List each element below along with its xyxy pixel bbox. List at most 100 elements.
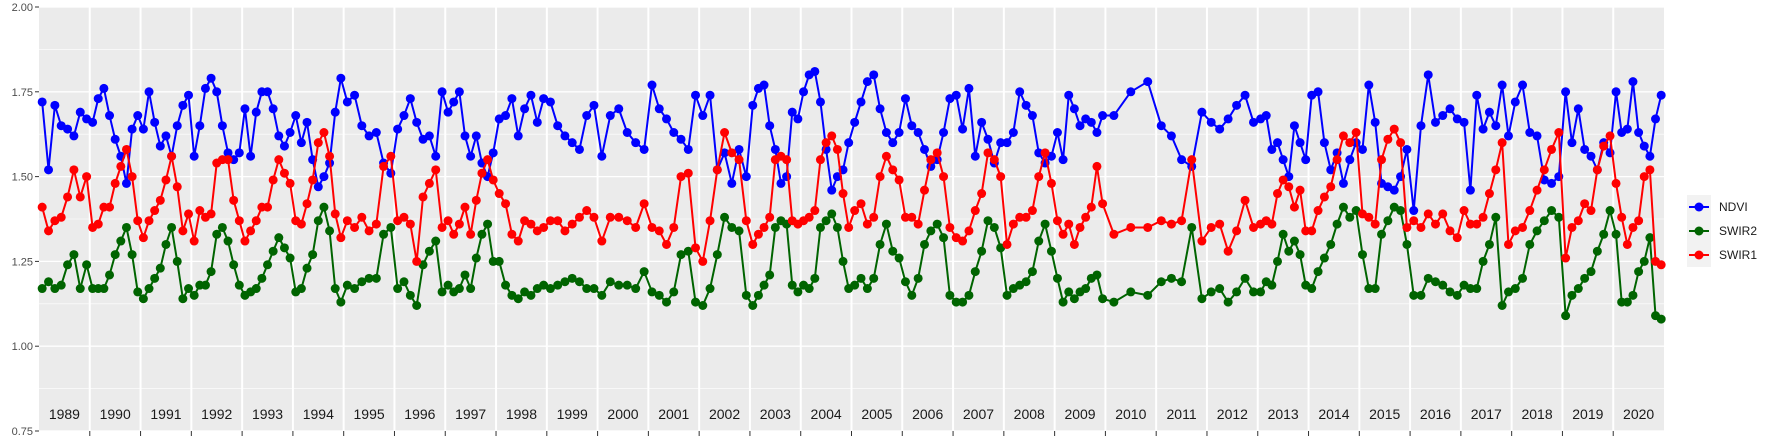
swir1-point	[379, 161, 389, 171]
swir2-point	[1197, 294, 1207, 304]
ndvi-point	[875, 104, 885, 114]
swir2-point	[977, 246, 987, 256]
ndvi-point	[189, 151, 199, 161]
swir1-point	[734, 155, 744, 165]
swir1-point	[56, 212, 66, 222]
swir2-point	[494, 256, 504, 266]
ndvi-point	[513, 131, 523, 141]
swir2-point	[1605, 206, 1615, 216]
swir2-point	[251, 284, 261, 294]
swir2-point	[172, 256, 182, 266]
swir2-point	[75, 284, 85, 294]
swir1-point	[234, 216, 244, 226]
swir2-point	[926, 226, 936, 236]
swir2-point	[1491, 212, 1501, 222]
swir1-point	[545, 216, 555, 226]
swir1-point	[919, 185, 929, 195]
ndvi-point	[291, 111, 301, 121]
ndvi-point	[1532, 131, 1542, 141]
swir2-point	[727, 222, 737, 232]
swir1-point	[614, 212, 624, 222]
swir1-point	[1622, 239, 1632, 249]
swir1-point	[1313, 206, 1323, 216]
ndvi-point	[560, 131, 570, 141]
swir1-point	[1532, 185, 1542, 195]
swir1-point	[1573, 216, 1583, 226]
swir2-point	[698, 300, 708, 310]
swir2-point	[662, 297, 672, 307]
swir2-point	[399, 277, 409, 287]
ndvi-point	[386, 168, 396, 178]
swir2-point	[116, 236, 126, 246]
swir2-point	[200, 280, 210, 290]
swir1-point	[741, 216, 751, 226]
swir2-point	[683, 246, 693, 256]
swir2-point	[189, 290, 199, 300]
swir2-point	[545, 284, 555, 294]
ndvi-point	[727, 178, 737, 188]
swir1-point	[838, 189, 848, 199]
swir1-point	[206, 209, 216, 219]
swir1-point	[37, 202, 47, 212]
ndvi-point	[1098, 111, 1108, 121]
swir1-point	[605, 212, 615, 222]
swir2-point	[1177, 277, 1187, 287]
swir2-point	[1465, 284, 1475, 294]
swir2-point	[466, 284, 476, 294]
ndvi-point	[1267, 144, 1277, 154]
swir1-point	[1002, 239, 1012, 249]
swir2-point	[1289, 236, 1299, 246]
ndvi-point	[234, 148, 244, 158]
swir1-point	[121, 144, 131, 154]
swir2-point	[1592, 246, 1602, 256]
swir2-point	[827, 209, 837, 219]
ndvi-point	[195, 121, 205, 131]
ndvi-point	[1223, 114, 1233, 124]
swir2-point	[1518, 273, 1528, 283]
swir1-point	[1197, 236, 1207, 246]
ndvi-point	[1547, 178, 1557, 188]
ndvi-point	[1497, 80, 1507, 90]
swir1-point	[144, 216, 154, 226]
ndvi-point	[844, 138, 854, 148]
swir2-point	[804, 284, 814, 294]
swir1-point	[1187, 155, 1197, 165]
year-label: 2005	[861, 406, 892, 422]
ndvi-point	[597, 151, 607, 161]
swir1-point	[827, 131, 837, 141]
swir1-point	[753, 229, 763, 239]
ndvi-point	[454, 87, 464, 97]
swir1-point	[832, 144, 842, 154]
ndvi-point	[263, 87, 273, 97]
swir1-point	[1069, 239, 1079, 249]
year-label: 1998	[506, 406, 537, 422]
swir2-point	[913, 273, 923, 283]
swir2-point	[1052, 273, 1062, 283]
swir1-point	[669, 222, 679, 232]
ndvi-point	[1491, 121, 1501, 131]
swir2-point	[1554, 212, 1564, 222]
swir1-point	[274, 155, 284, 165]
swir2-point	[526, 290, 536, 300]
swir1-point	[983, 148, 993, 158]
swir1-point	[1008, 219, 1018, 229]
ndvi-point	[172, 121, 182, 131]
ndvi-point	[1109, 111, 1119, 121]
swir1-point	[513, 236, 523, 246]
swir2-point	[1599, 229, 1609, 239]
ndvi-point	[1052, 128, 1062, 138]
swir1-point	[371, 219, 381, 229]
swir1-point	[263, 202, 273, 212]
ndvi-point	[1445, 104, 1455, 114]
swir1-point	[1586, 206, 1596, 216]
swir2-point	[1215, 284, 1225, 294]
swir1-point	[1109, 229, 1119, 239]
ndvi-point	[405, 94, 415, 104]
swir1-point	[1628, 222, 1638, 232]
swir1-point	[189, 236, 199, 246]
swir1-point	[1058, 229, 1068, 239]
swir1-point	[1295, 185, 1305, 195]
swir1-point	[279, 168, 289, 178]
swir2-point	[144, 284, 154, 294]
swir1-point	[705, 216, 715, 226]
